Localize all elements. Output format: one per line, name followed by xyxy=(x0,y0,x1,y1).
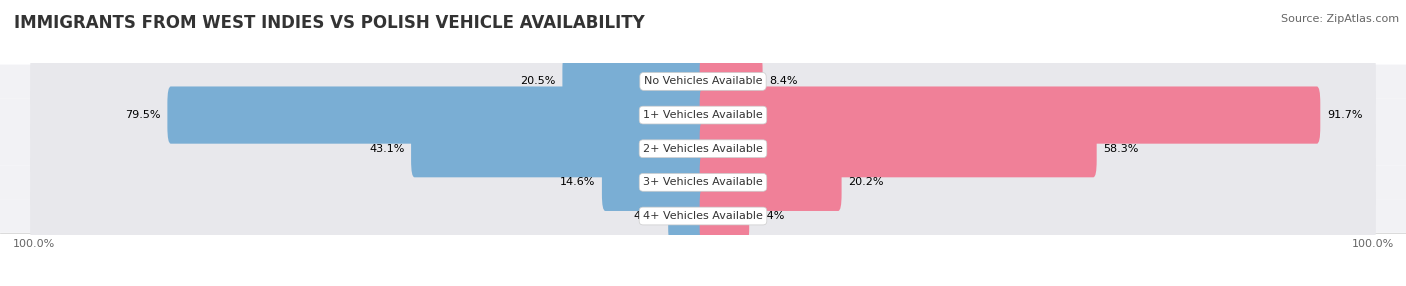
FancyBboxPatch shape xyxy=(0,199,1406,233)
FancyBboxPatch shape xyxy=(562,53,706,110)
FancyBboxPatch shape xyxy=(0,132,1406,166)
Text: 20.2%: 20.2% xyxy=(848,177,884,187)
FancyBboxPatch shape xyxy=(700,154,842,211)
FancyBboxPatch shape xyxy=(30,187,1376,245)
Text: No Vehicles Available: No Vehicles Available xyxy=(644,76,762,86)
FancyBboxPatch shape xyxy=(0,98,1406,132)
Text: 20.5%: 20.5% xyxy=(520,76,555,86)
FancyBboxPatch shape xyxy=(700,86,1320,144)
FancyBboxPatch shape xyxy=(700,120,1097,177)
Text: IMMIGRANTS FROM WEST INDIES VS POLISH VEHICLE AVAILABILITY: IMMIGRANTS FROM WEST INDIES VS POLISH VE… xyxy=(14,14,645,32)
Text: 8.4%: 8.4% xyxy=(769,76,797,86)
FancyBboxPatch shape xyxy=(668,187,706,245)
FancyBboxPatch shape xyxy=(30,53,1376,110)
Text: 3+ Vehicles Available: 3+ Vehicles Available xyxy=(643,177,763,187)
FancyBboxPatch shape xyxy=(30,86,1376,144)
Text: 4.7%: 4.7% xyxy=(633,211,661,221)
Text: 14.6%: 14.6% xyxy=(560,177,595,187)
FancyBboxPatch shape xyxy=(0,166,1406,199)
Text: 43.1%: 43.1% xyxy=(368,144,405,154)
FancyBboxPatch shape xyxy=(30,154,1376,211)
FancyBboxPatch shape xyxy=(0,65,1406,98)
FancyBboxPatch shape xyxy=(602,154,706,211)
FancyBboxPatch shape xyxy=(411,120,706,177)
FancyBboxPatch shape xyxy=(700,53,762,110)
Text: 6.4%: 6.4% xyxy=(756,211,785,221)
Text: 4+ Vehicles Available: 4+ Vehicles Available xyxy=(643,211,763,221)
Text: 91.7%: 91.7% xyxy=(1327,110,1362,120)
FancyBboxPatch shape xyxy=(30,120,1376,177)
Text: Source: ZipAtlas.com: Source: ZipAtlas.com xyxy=(1281,14,1399,24)
FancyBboxPatch shape xyxy=(700,187,749,245)
FancyBboxPatch shape xyxy=(167,86,706,144)
Text: 58.3%: 58.3% xyxy=(1104,144,1139,154)
Text: 1+ Vehicles Available: 1+ Vehicles Available xyxy=(643,110,763,120)
Text: 2+ Vehicles Available: 2+ Vehicles Available xyxy=(643,144,763,154)
Text: 79.5%: 79.5% xyxy=(125,110,160,120)
